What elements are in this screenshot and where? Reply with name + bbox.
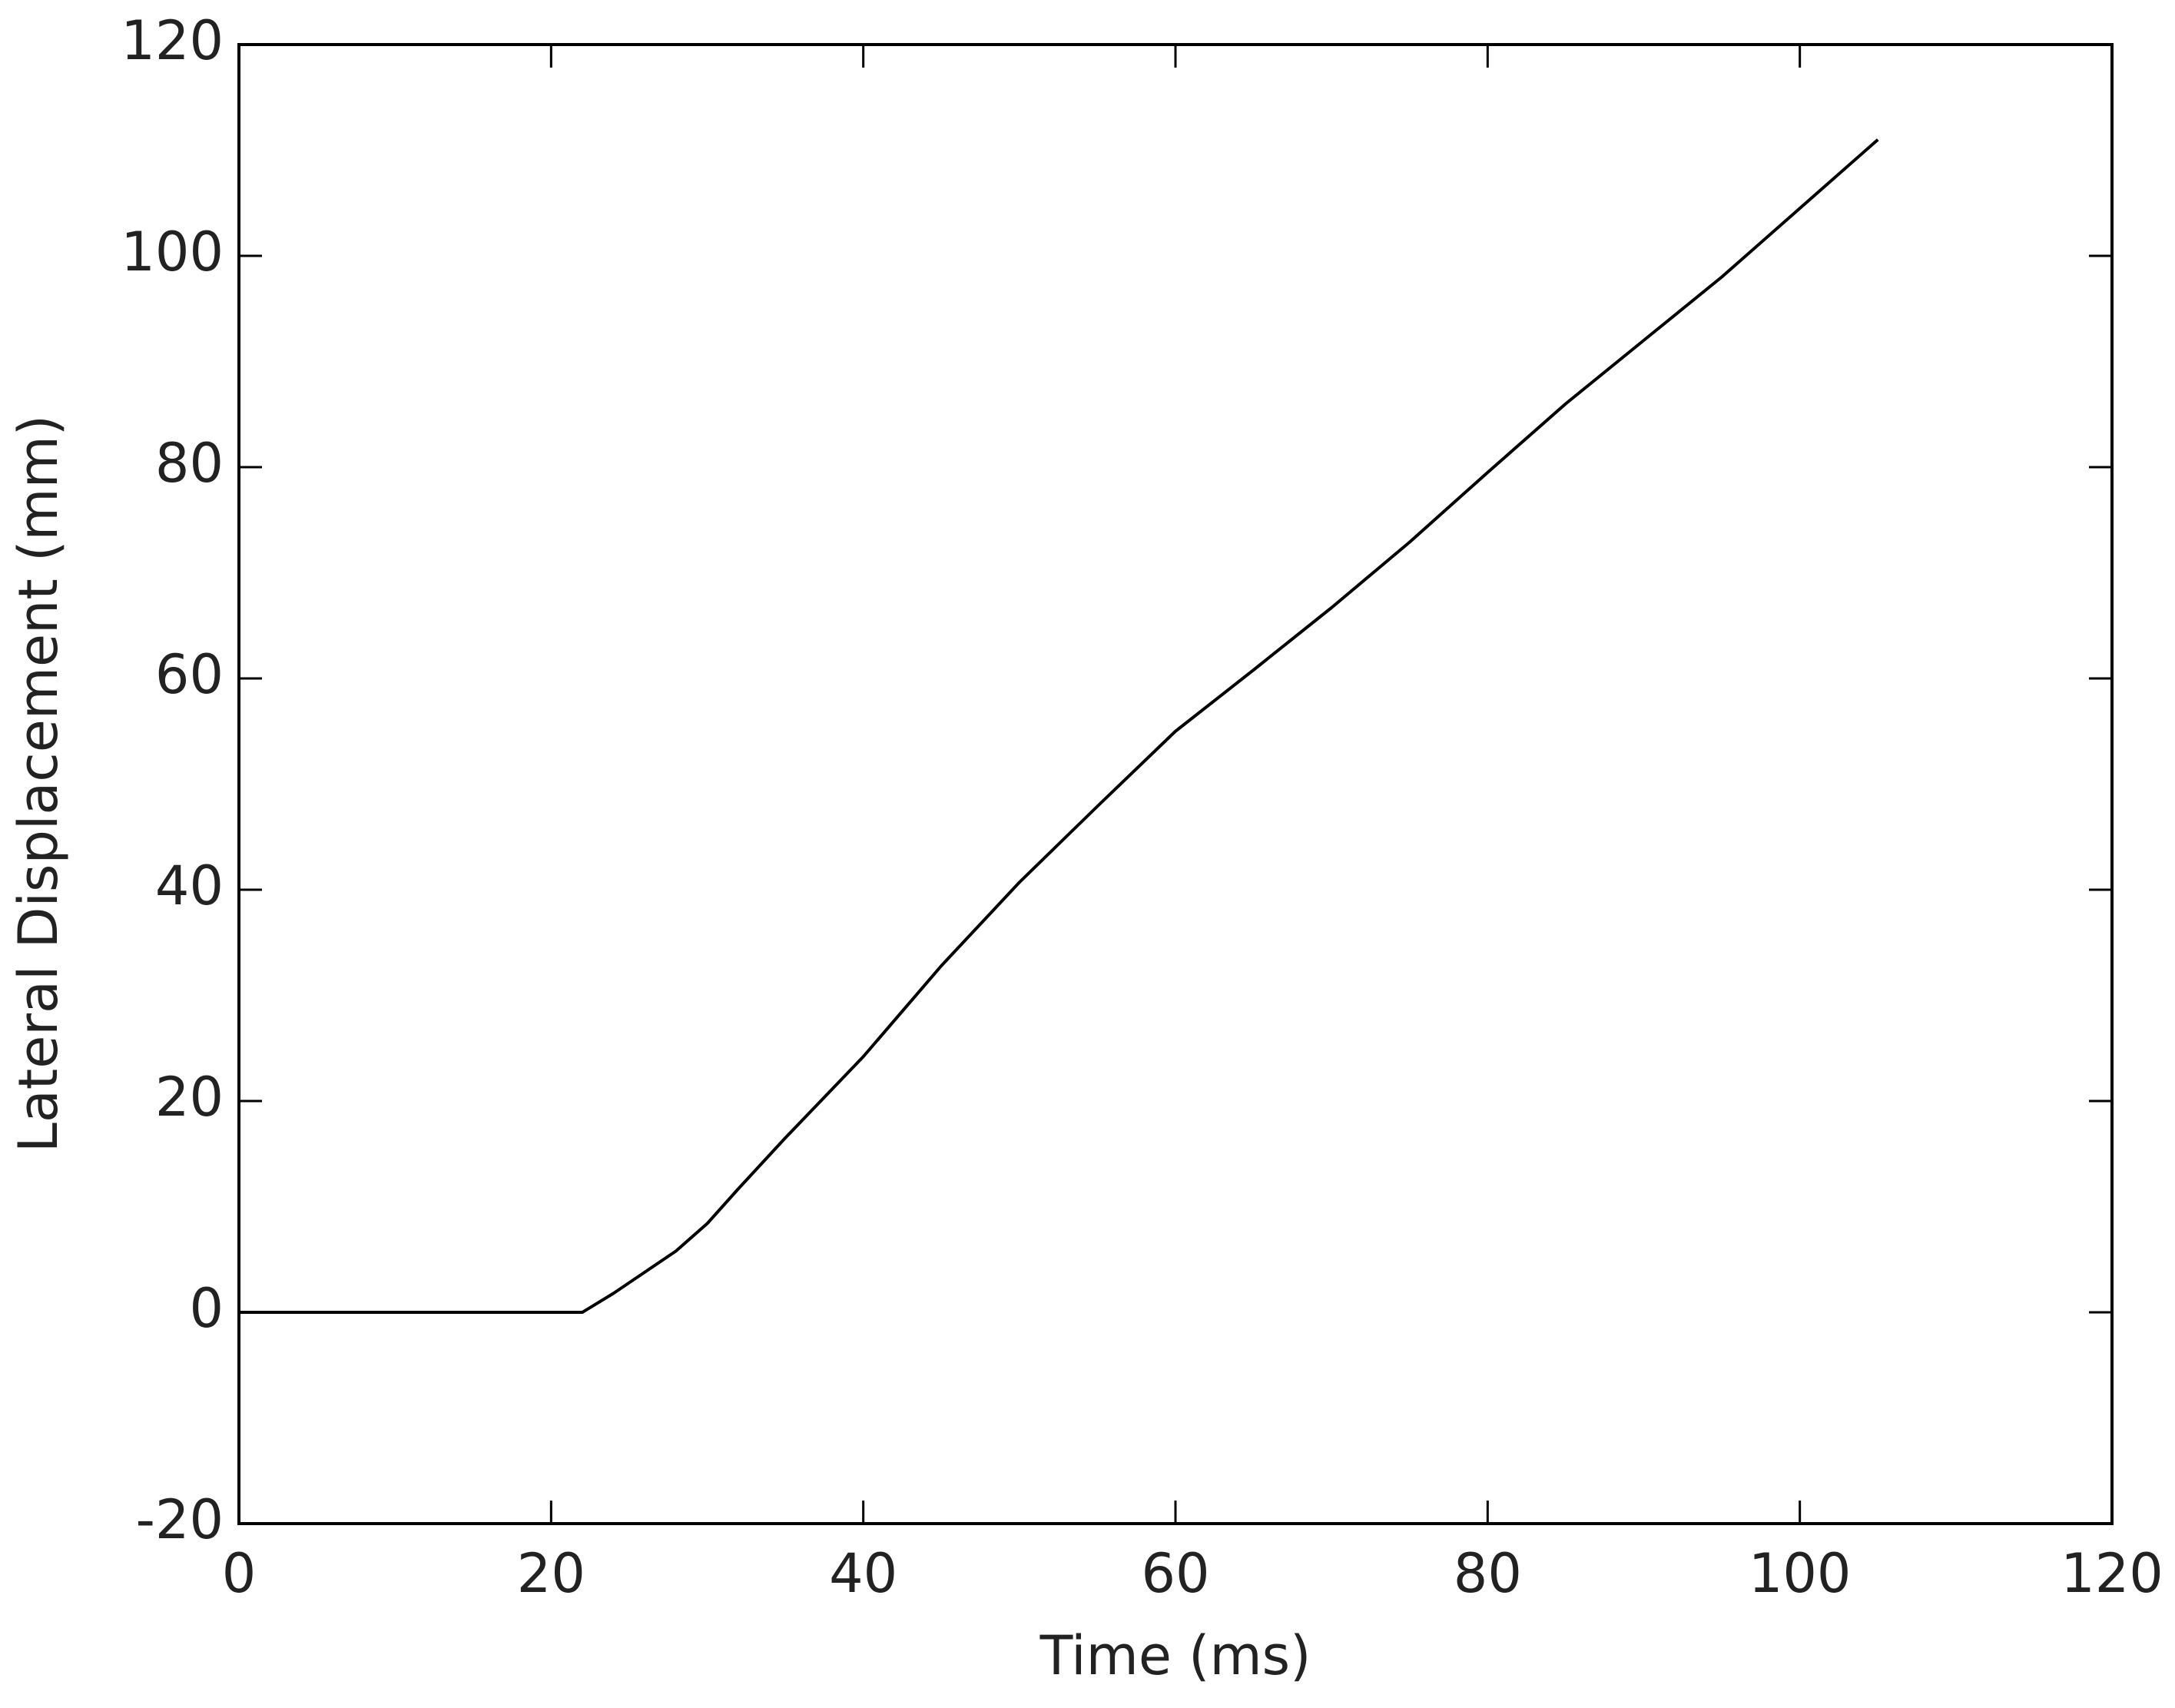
plot-frame bbox=[237, 43, 2114, 1525]
data-line bbox=[239, 138, 1879, 1314]
x-tick-label: 20 bbox=[517, 1542, 585, 1605]
y-tick-label: 80 bbox=[155, 432, 224, 495]
y-tick-label: 0 bbox=[189, 1277, 224, 1340]
x-tick-label: 40 bbox=[829, 1542, 897, 1605]
y-tick-label: 40 bbox=[155, 854, 224, 917]
y-tick-label: 100 bbox=[121, 221, 224, 284]
y-tick-label: 120 bbox=[121, 9, 224, 72]
x-tick-label: 80 bbox=[1454, 1542, 1522, 1605]
y-tick-label: 20 bbox=[155, 1066, 224, 1129]
y-tick-label: -20 bbox=[136, 1488, 224, 1551]
x-axis-label: Time (ms) bbox=[1039, 1624, 1311, 1687]
y-axis-label: Lateral Displacement (mm) bbox=[7, 415, 70, 1152]
x-tick-label: 0 bbox=[222, 1542, 257, 1605]
y-tick-label: 60 bbox=[155, 643, 224, 706]
x-tick-label: 60 bbox=[1141, 1542, 1209, 1605]
x-tick-label: 100 bbox=[1749, 1542, 1852, 1605]
x-tick-label: 120 bbox=[2061, 1542, 2163, 1605]
